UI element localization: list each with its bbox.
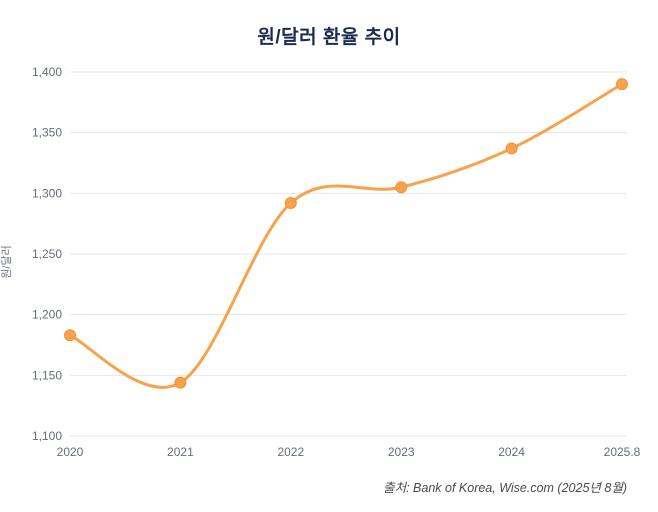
- data-point-marker: [174, 376, 187, 389]
- data-point-marker: [395, 181, 408, 194]
- data-point-marker: [616, 78, 628, 91]
- x-tick-label: 2022: [277, 445, 304, 459]
- x-tick-label: 2020: [57, 445, 84, 459]
- chart-title: 원/달러 환율 추이: [257, 27, 401, 48]
- series-line: [68, 82, 624, 389]
- y-tick-label: 1,100: [32, 429, 62, 443]
- y-tick-label: 1,300: [32, 186, 62, 200]
- x-tick-label: 2025.8: [604, 445, 641, 459]
- y-tick-label: 1,350: [32, 126, 62, 140]
- source-caption: 출처: Bank of Korea, Wise.com (2025년 8월): [383, 481, 627, 495]
- data-point-marker: [284, 197, 297, 210]
- y-axis-title: 원/달러: [1, 245, 13, 279]
- y-tick-label: 1,400: [32, 65, 62, 79]
- y-tick-label: 1,200: [32, 308, 62, 322]
- x-tick-label: 2024: [498, 445, 525, 459]
- data-point-marker: [505, 142, 518, 155]
- y-tick-label: 1,150: [32, 368, 62, 382]
- data-point-marker: [64, 329, 76, 342]
- y-tick-label: 1,250: [32, 247, 62, 261]
- x-tick-label: 2021: [167, 445, 194, 459]
- x-tick-label: 2023: [388, 445, 415, 459]
